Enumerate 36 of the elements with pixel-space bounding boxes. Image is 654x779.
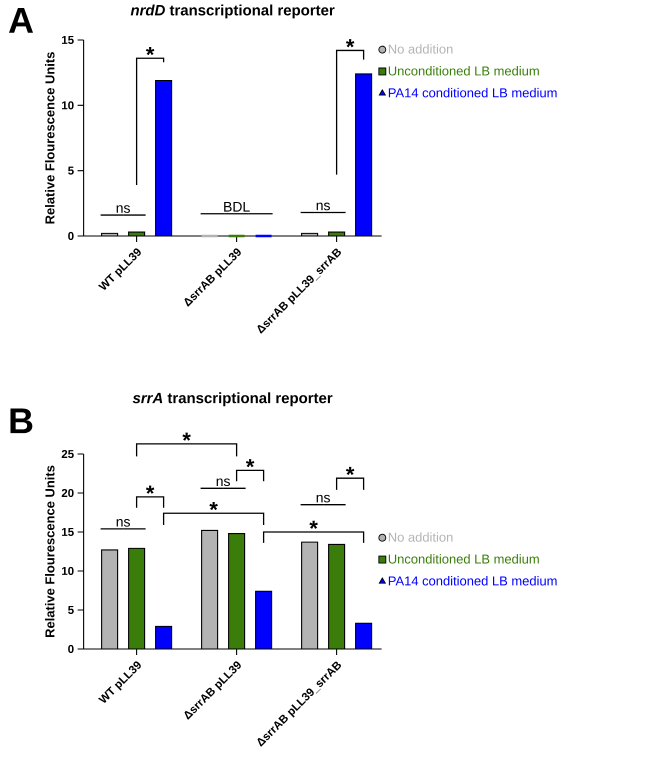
y-tick-label: 10	[62, 101, 74, 110]
annotation: ns	[316, 494, 330, 502]
y-tick-label: 5	[68, 166, 74, 175]
y-tick-label: 25	[62, 450, 74, 458]
annotation: ns	[116, 205, 130, 213]
annotation: BDL	[224, 202, 250, 212]
legend-label: PA14 conditioned LB medium	[389, 576, 557, 586]
y-tick-label: 5	[68, 606, 74, 614]
annotation: ns	[216, 478, 230, 486]
annotation: *	[346, 466, 355, 476]
chart-title: srrA transcriptional reporter	[132, 392, 333, 406]
y-axis-title: Relative Flourescence Units	[45, 52, 55, 224]
annotation: ns	[316, 202, 330, 210]
annotation: *	[310, 520, 318, 529]
y-tick-label: 20	[62, 488, 74, 498]
annotation: ns	[116, 519, 130, 527]
annotation: *	[146, 486, 155, 494]
annotation: *	[210, 502, 218, 510]
annotation: *	[246, 459, 255, 468]
legend-label: Unconditioned LB medium	[389, 66, 540, 76]
text: *	[182, 432, 192, 441]
chart-title: nrdD transcriptional reporter	[130, 4, 335, 18]
y-tick-label: 10	[62, 566, 74, 576]
text: A	[9, 8, 34, 33]
y-tick-label: 15	[62, 36, 74, 44]
y-axis-title: Relative Flourescence Units	[45, 466, 55, 638]
legend-label: No addition	[389, 44, 453, 54]
legend-label: PA14 conditioned LB medium	[389, 88, 557, 98]
y-tick-label: 15	[62, 528, 74, 536]
y-tick-label: 0	[68, 232, 74, 240]
legend-label: No addition	[389, 532, 453, 542]
annotation: *	[346, 39, 355, 48]
legend-label: Unconditioned LB medium	[389, 554, 540, 564]
annotation: *	[146, 47, 155, 56]
y-tick-label: 0	[68, 644, 74, 654]
text: B	[10, 408, 33, 434]
